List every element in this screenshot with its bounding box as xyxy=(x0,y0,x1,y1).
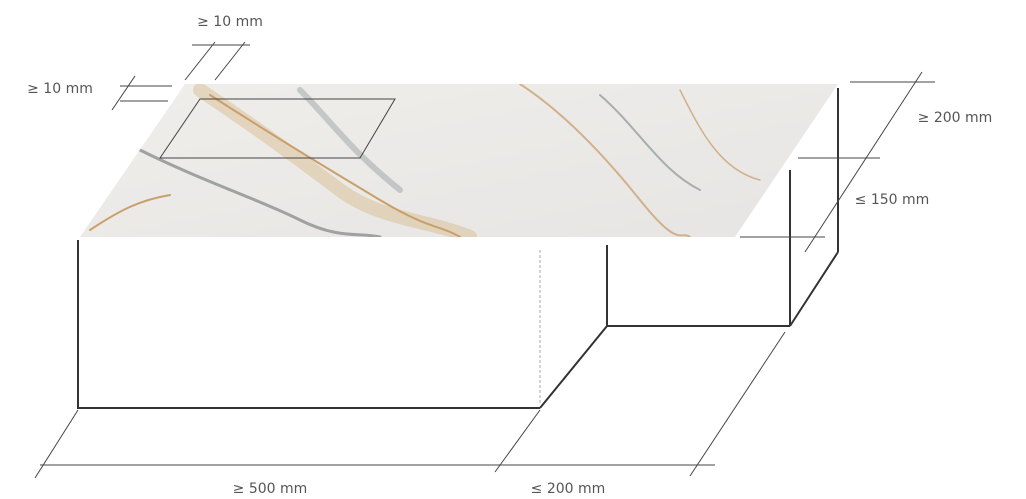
marble-top xyxy=(80,84,838,237)
dimension-label: ≥ 500 mm xyxy=(233,481,308,497)
dimension-label: ≤ 150 mm xyxy=(855,192,930,208)
base-outline xyxy=(77,88,839,409)
dimension-label: ≥ 10 mm xyxy=(27,81,93,97)
dimension-label: ≥ 200 mm xyxy=(918,110,993,126)
dimension-lines xyxy=(34,41,935,479)
cutout xyxy=(159,98,396,159)
dimension-label: ≥ 10 mm xyxy=(197,14,263,30)
dimension-label: ≤ 200 mm xyxy=(531,481,606,497)
